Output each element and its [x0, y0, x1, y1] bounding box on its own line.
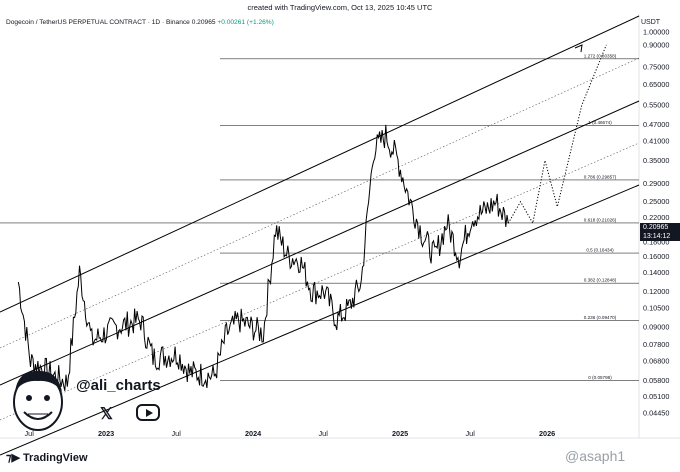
channel-lower-line [0, 184, 640, 456]
time-axis-label: 2023 [98, 429, 114, 438]
fib-level-label: 0.5 (0.16434) [586, 248, 614, 253]
price-axis-label: 0.18000 [643, 237, 669, 246]
channel-middle-line [0, 100, 640, 386]
price-axis-label: 0.16000 [643, 252, 669, 261]
time-axis-label: 2024 [245, 429, 262, 438]
channel-upper-line [0, 15, 640, 313]
symbol-title: Dogecoin / TetherUS PERPETUAL CONTRACT ·… [6, 19, 190, 26]
price-axis-label: 0.25000 [643, 197, 669, 206]
youtube-play-icon [136, 404, 160, 421]
price-axis-label: 1.00000 [643, 28, 669, 37]
tradingview-brand: ⁊▶ TradingView [6, 451, 88, 464]
price-axis-label: 0.05100 [643, 392, 669, 401]
price-axis-label: 0.07800 [643, 340, 669, 349]
price-axis-label: 0.65000 [643, 80, 669, 89]
price-axis-label: 0.55000 [643, 101, 669, 110]
time-axis-label: 2026 [539, 429, 555, 438]
projection-dotted-line [507, 44, 607, 225]
currency-label: USDT [641, 19, 661, 26]
price-axis-label: 0.90000 [643, 40, 669, 49]
price-axis-label: 0.22000 [643, 213, 669, 222]
symbol-price: 0.20965 [191, 19, 216, 26]
channel-upper-mid-dotted [0, 57, 640, 349]
bar-countdown: 13:14:12 [643, 233, 671, 240]
author-handle: @ali_charts [76, 377, 161, 394]
last-price-value: 0.20965 [643, 224, 669, 231]
price-axis-label: 0.29000 [643, 179, 669, 188]
last-price-tag: 0.20965 13:14:12 [640, 223, 680, 241]
price-axis-label: 0.14000 [643, 268, 669, 277]
channel-lower-mid-dotted [0, 142, 640, 421]
price-axis-label: 0.05800 [643, 376, 669, 385]
fib-level-label: 1.272 (0.80358) [584, 53, 617, 58]
price-axis-label: 0.35000 [643, 156, 669, 165]
price-axis-label: 0.06800 [643, 357, 669, 366]
time-axis-label: Jul [25, 429, 35, 438]
fib-level-label: 0.236 (0.09470) [584, 315, 617, 320]
fib-level-label: 0.618 (0.21026) [584, 217, 617, 222]
price-axis-label: 0.47000 [643, 120, 669, 129]
time-axis-label: Jul [466, 429, 476, 438]
fib-level-label: 0 (0.05798) [588, 375, 612, 380]
price-axis-label: 0.09000 [643, 322, 669, 331]
price-axis-label: 0.04450 [643, 409, 669, 418]
watermark: @asaph1 [565, 448, 626, 464]
price-axis-label: 0.12000 [643, 287, 669, 296]
time-axis-label: Jul [172, 429, 182, 438]
x-logo-icon: 𝕏 [100, 406, 113, 423]
price-axis-label: 0.75000 [643, 63, 669, 72]
symbol-info: Dogecoin / TetherUS PERPETUAL CONTRACT ·… [6, 19, 274, 26]
symbol-change: +0.00261 (+1.26%) [217, 19, 274, 26]
fib-level-label: 0.786 (0.29857) [584, 174, 617, 179]
fib-level-label: 0.382 (0.12848) [584, 278, 617, 283]
tradingview-wordmark: TradingView [22, 452, 88, 464]
time-axis-label: 2025 [392, 429, 408, 438]
price-axis-label: 0.10500 [643, 303, 669, 312]
caricature-avatar-icon [13, 370, 63, 431]
time-axis-label: Jul [319, 429, 329, 438]
projection-arrowhead [574, 44, 583, 53]
fib-level-label: 1 (0.46674) [588, 120, 612, 125]
tradingview-logo-icon: ⁊▶ [6, 452, 20, 464]
price-series-line [17, 124, 509, 391]
price-axis-label: 0.41000 [643, 137, 669, 146]
created-with-text: created with TradingView.com, Oct 13, 20… [247, 3, 433, 12]
